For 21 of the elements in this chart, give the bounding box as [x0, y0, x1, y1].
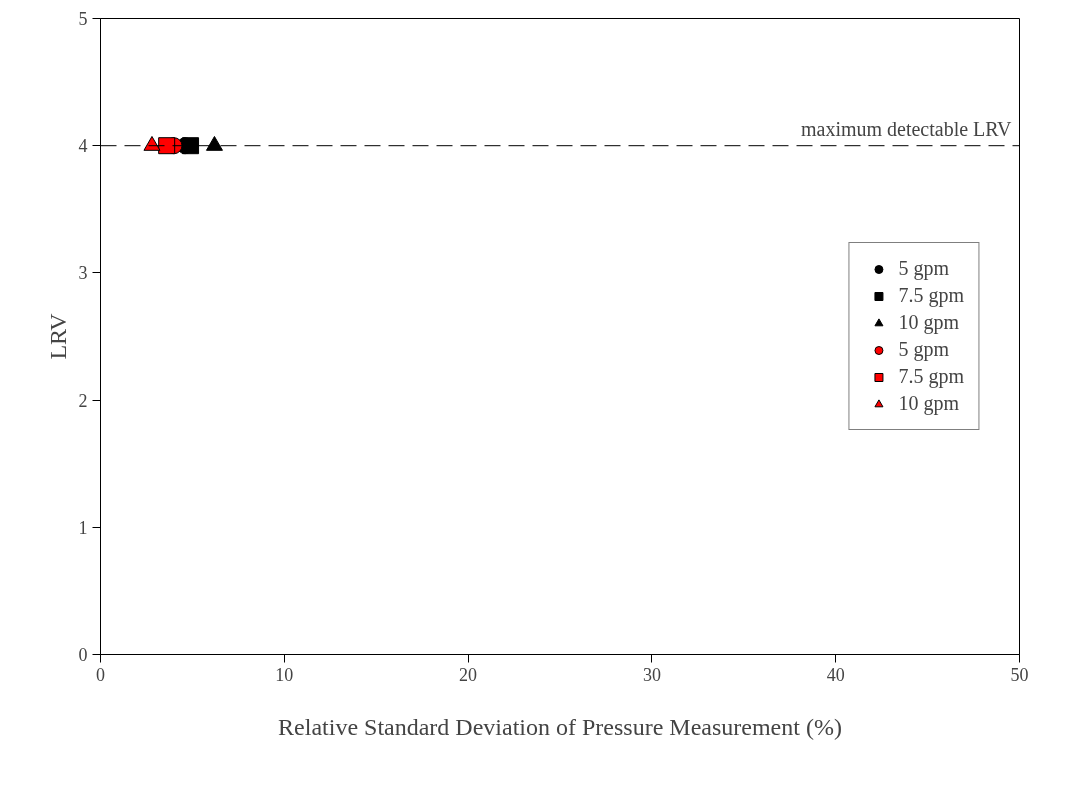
x-tick-label: 0 — [96, 664, 105, 685]
x-axis-title: Relative Standard Deviation of Pressure Measurement (%) — [278, 713, 842, 740]
y-tick-label: 5 — [78, 9, 88, 29]
legend-label: 7.5 gpm — [898, 365, 964, 388]
y-tick-label: 4 — [78, 136, 88, 157]
x-tick-label: 40 — [826, 664, 845, 685]
x-tick-label: 50 — [1010, 664, 1029, 685]
legend-label: 10 gpm — [898, 311, 959, 334]
y-tick-label: 1 — [78, 517, 88, 538]
y-axis-title: LRV — [44, 312, 71, 360]
legend-label: 5 gpm — [898, 257, 949, 280]
legend-label: 5 gpm — [898, 338, 949, 361]
x-tick-label: 30 — [642, 664, 661, 685]
y-tick-label: 3 — [78, 263, 88, 284]
y-tick-label: 0 — [78, 645, 88, 665]
legend-label: 7.5 gpm — [898, 284, 964, 307]
x-tick-label: 10 — [275, 664, 294, 685]
y-tick-label: 2 — [78, 390, 88, 411]
x-tick-label: 20 — [459, 664, 478, 685]
legend-label: 10 gpm — [898, 392, 959, 415]
ref-line-label: maximum detectable LRV — [800, 117, 1013, 140]
